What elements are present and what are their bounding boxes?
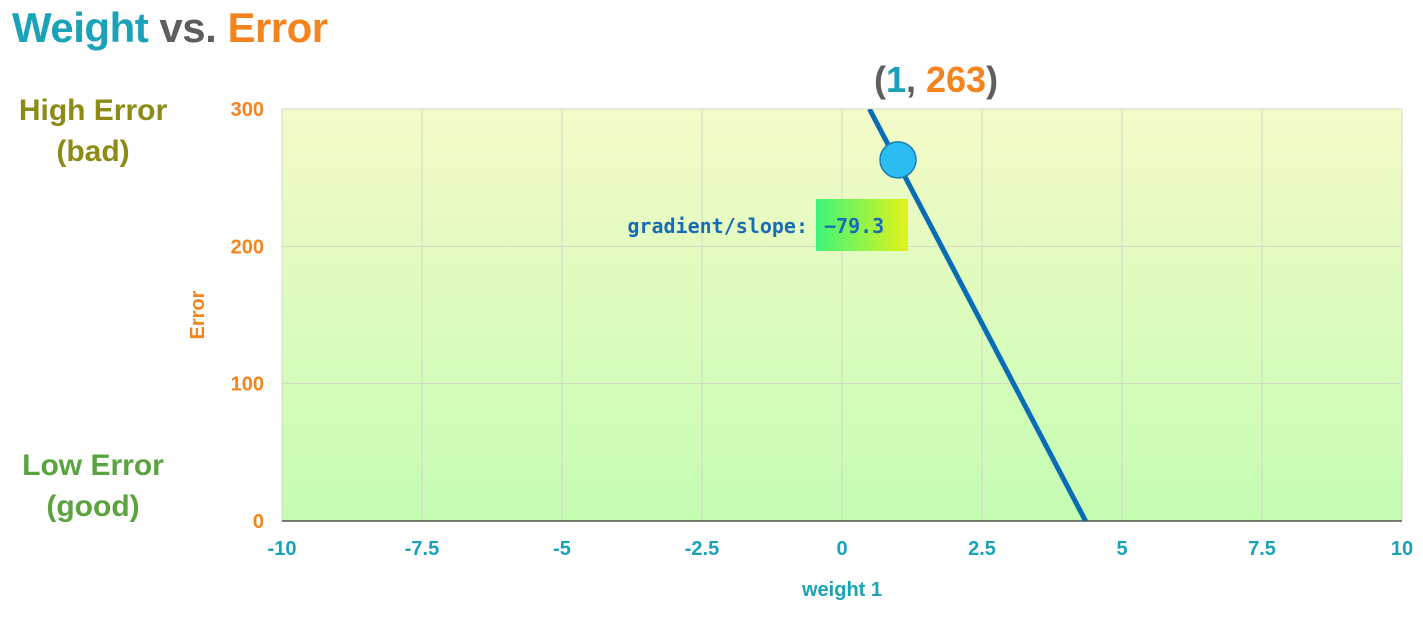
low-error-line1: Low Error bbox=[22, 449, 164, 482]
x-tick-label: -7.5 bbox=[405, 538, 439, 560]
x-tick-label: 10 bbox=[1391, 538, 1413, 560]
chart-title: Weight vs. Error bbox=[12, 4, 328, 52]
y-tick-label: 200 bbox=[231, 236, 264, 258]
title-weight: Weight bbox=[12, 4, 149, 51]
x-tick-labels: -10 -7.5 -5 -2.5 0 2.5 5 7.5 10 bbox=[268, 538, 1414, 560]
x-tick-label: -5 bbox=[553, 538, 571, 560]
coord-x: 1 bbox=[886, 59, 906, 100]
x-tick-label: -10 bbox=[268, 538, 297, 560]
coord-close: ) bbox=[986, 59, 998, 100]
y-tick-labels: 0 100 200 300 bbox=[231, 99, 264, 533]
error-line bbox=[867, 109, 1088, 521]
y-axis-label: Error bbox=[187, 290, 209, 339]
title-error: Error bbox=[227, 4, 328, 51]
x-tick-label: 7.5 bbox=[1248, 538, 1276, 560]
coord-open: ( bbox=[874, 59, 886, 100]
coord-y: 263 bbox=[926, 59, 986, 100]
high-error-line1: High Error bbox=[18, 94, 168, 127]
x-tick-label: -2.5 bbox=[685, 538, 719, 560]
title-vs: vs. bbox=[159, 4, 217, 51]
x-tick-label: 5 bbox=[1116, 538, 1127, 560]
y-tick-label: 300 bbox=[231, 99, 264, 121]
point-coordinate-label: (1, 263) bbox=[874, 59, 998, 100]
y-tick-label: 100 bbox=[231, 374, 264, 396]
gradient-value: −79.3 bbox=[824, 214, 884, 238]
y-tick-label: 0 bbox=[253, 511, 264, 533]
low-error-line2: (good) bbox=[46, 490, 140, 523]
gradient-label: gradient/slope: bbox=[627, 214, 808, 238]
coord-sep: , bbox=[906, 59, 926, 100]
gradient-badge bbox=[816, 199, 908, 251]
current-weight-point bbox=[879, 141, 917, 179]
x-axis-label: weight 1 bbox=[801, 579, 882, 601]
x-tick-label: 2.5 bbox=[968, 538, 996, 560]
high-error-line2: (bad) bbox=[56, 135, 130, 168]
grid-lines bbox=[281, 108, 1403, 521]
x-tick-label: 0 bbox=[836, 538, 847, 560]
high-error-label: High Error (bad) bbox=[0, 90, 188, 172]
low-error-label: Low Error (good) bbox=[0, 445, 188, 527]
